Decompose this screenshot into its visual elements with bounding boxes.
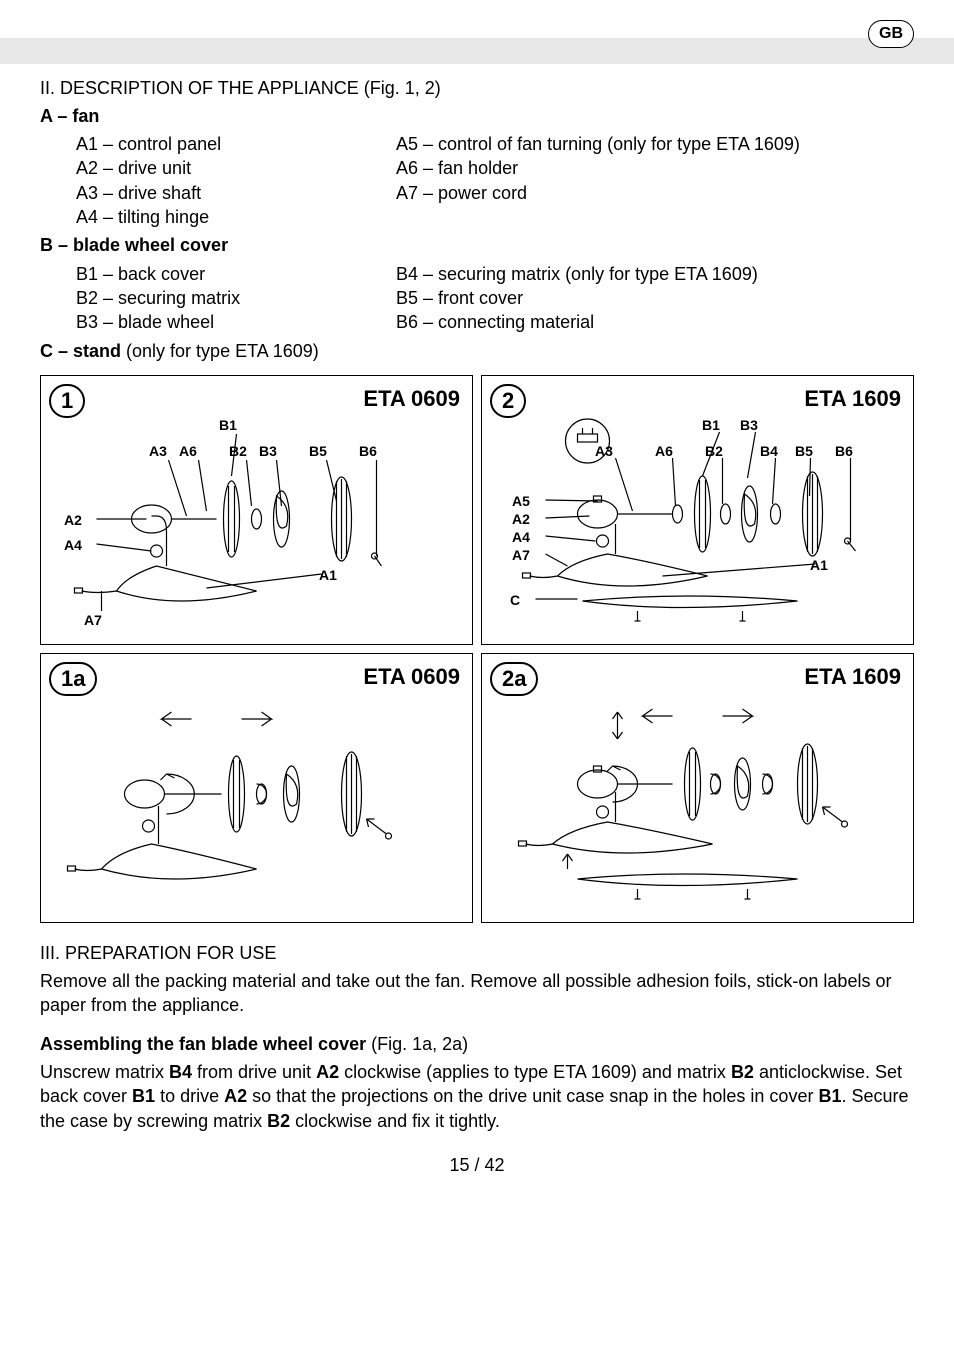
section-2-title: II. DESCRIPTION OF THE APPLIANCE [40,78,359,98]
header-strip [0,38,954,64]
diagram-label: B6 [359,442,377,461]
diagram-label: C [510,591,520,610]
diagram-label: B2 [229,442,247,461]
bold-ref: A2 [224,1086,247,1106]
list-item: A7 – power cord [396,181,914,205]
figure-2: 2 ETA 1609 B1 B3 A3 A6 B2 B4 B5 B6 A5 A2… [481,375,914,645]
part-a-columns: A1 – control panel A2 – drive unit A3 – … [40,132,914,229]
diagram-label: A6 [655,442,673,461]
diagram-label: B3 [259,442,277,461]
text-run: clockwise (applies to type ETA 1609) and… [339,1062,731,1082]
diagram-label: A3 [149,442,167,461]
figure-number: 1a [49,662,97,696]
list-item: A5 – control of fan turning (only for ty… [396,132,914,156]
assembling-figref: (Fig. 1a, 2a) [366,1034,468,1054]
figure-number: 2 [490,384,526,418]
figure-model: ETA 1609 [804,662,901,692]
list-item: A2 – drive unit [76,156,356,180]
assembling-title: Assembling the fan blade wheel cover [40,1034,366,1054]
section-2-figref: (Fig. 1, 2) [364,78,441,98]
part-a-right: A5 – control of fan turning (only for ty… [396,132,914,229]
part-a-left: A1 – control panel A2 – drive unit A3 – … [76,132,356,229]
bold-ref: B2 [731,1062,754,1082]
figure-2a: 2a ETA 1609 [481,653,914,923]
list-item: A3 – drive shaft [76,181,356,205]
list-item: B3 – blade wheel [76,310,356,334]
text-run: clockwise and fix it tightly. [290,1111,500,1131]
figure-model: ETA 1609 [804,384,901,414]
page-number: 15 / 42 [40,1153,914,1177]
figure-2a-svg [490,694,905,914]
assembling-heading: Assembling the fan blade wheel cover (Fi… [40,1032,914,1056]
assembling-section: Assembling the fan blade wheel cover (Fi… [40,1032,914,1133]
list-item: B1 – back cover [76,262,356,286]
bold-ref: B1 [818,1086,841,1106]
diagram-label: A6 [179,442,197,461]
language-badge: GB [868,20,914,48]
diagram-label: A7 [84,611,102,630]
figure-1: 1 ETA 0609 B1 A3 A6 B2 B3 B5 B6 A2 A4 A1… [40,375,473,645]
part-b-heading: B – blade wheel cover [40,233,914,257]
part-b-right: B4 – securing matrix (only for type ETA … [396,262,914,335]
diagram-label: A1 [319,566,337,585]
part-a-heading: A – fan [40,104,914,128]
figure-number: 1 [49,384,85,418]
list-item: A4 – tilting hinge [76,205,356,229]
part-c-suffix: (only for type ETA 1609) [121,341,319,361]
diagram-label: A5 [512,492,530,511]
bold-ref: B4 [169,1062,192,1082]
figure-2-schematic: B1 B3 A3 A6 B2 B4 B5 B6 A5 A2 A4 A7 A1 C [490,416,905,636]
text-run: to drive [155,1086,224,1106]
bold-ref: A2 [316,1062,339,1082]
text-run: Unscrew matrix [40,1062,169,1082]
diagram-label: B5 [795,442,813,461]
diagram-label: B3 [740,416,758,435]
figure-2a-schematic [490,694,905,914]
section-3-body: Remove all the packing material and take… [40,969,914,1018]
diagram-label: B4 [760,442,778,461]
figure-1a-schematic [49,694,464,914]
figure-model: ETA 0609 [363,662,460,692]
diagram-label: B1 [702,416,720,435]
section-3-title: III. PREPARATION FOR USE [40,943,276,963]
figure-model: ETA 0609 [363,384,460,414]
diagram-label: A1 [810,556,828,575]
part-b-columns: B1 – back cover B2 – securing matrix B3 … [40,262,914,335]
diagram-label: A2 [512,510,530,529]
figure-1-svg [49,416,464,636]
diagram-label: B1 [219,416,237,435]
list-item: A6 – fan holder [396,156,914,180]
list-item: B6 – connecting material [396,310,914,334]
diagram-label: B5 [309,442,327,461]
list-item: B2 – securing matrix [76,286,356,310]
diagram-label: A4 [64,536,82,555]
diagram-label: B6 [835,442,853,461]
part-c-heading: C – stand (only for type ETA 1609) [40,339,914,363]
diagram-label: A3 [595,442,613,461]
list-item: B5 – front cover [396,286,914,310]
figure-number: 2a [490,662,538,696]
text-run: so that the projections on the drive uni… [247,1086,818,1106]
diagram-label: A7 [512,546,530,565]
text-run: from drive unit [192,1062,316,1082]
section-2-heading: II. DESCRIPTION OF THE APPLIANCE (Fig. 1… [40,76,914,100]
figure-1a: 1a ETA 0609 [40,653,473,923]
diagram-label: A2 [64,511,82,530]
figure-1-schematic: B1 A3 A6 B2 B3 B5 B6 A2 A4 A1 A7 [49,416,464,636]
bold-ref: B1 [132,1086,155,1106]
section-3: III. PREPARATION FOR USE Remove all the … [40,941,914,1018]
diagram-label: B2 [705,442,723,461]
figures-grid: 1 ETA 0609 B1 A3 A6 B2 B3 B5 B6 A2 A4 A1… [40,375,914,923]
list-item: A1 – control panel [76,132,356,156]
assembling-body: Unscrew matrix B4 from drive unit A2 clo… [40,1060,914,1133]
part-b-left: B1 – back cover B2 – securing matrix B3 … [76,262,356,335]
list-item: B4 – securing matrix (only for type ETA … [396,262,914,286]
part-c-prefix: C – stand [40,341,121,361]
diagram-label: A4 [512,528,530,547]
figure-1a-svg [49,694,464,914]
bold-ref: B2 [267,1111,290,1131]
